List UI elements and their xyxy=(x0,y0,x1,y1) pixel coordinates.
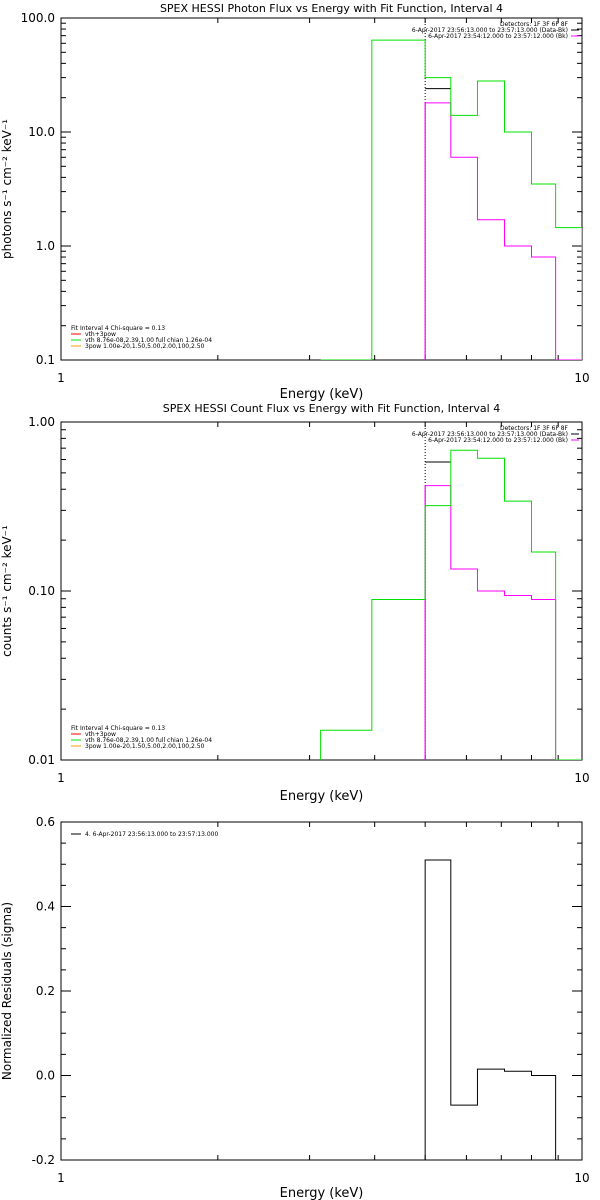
y-tick-label: 0.0 xyxy=(36,1069,55,1083)
x-tick-label: 1 xyxy=(57,1171,65,1185)
legend-text: vth+3pow xyxy=(85,731,116,738)
series-line xyxy=(320,449,582,760)
y-tick-label: 10.0 xyxy=(28,125,55,139)
info-text: 6-Apr-2017 23:56:13.000 to 23:57:13.000 … xyxy=(412,431,568,438)
y-tick-label: -0.2 xyxy=(32,1153,55,1167)
x-axis-label: Energy (keV) xyxy=(280,387,364,402)
y-tick-label: 0.4 xyxy=(36,900,55,914)
x-axis-label: Energy (keV) xyxy=(280,1186,364,1200)
y-tick-label: 0.10 xyxy=(28,584,55,598)
plot-area xyxy=(320,422,582,760)
legend-text: Fit Interval 4 Chi-square = 0.13 xyxy=(71,325,165,332)
legend-text: Fit Interval 4 Chi-square = 0.13 xyxy=(71,725,165,732)
y-tick-label: 100.0 xyxy=(21,11,55,25)
y-axis-label: Normalized Residuals (sigma) xyxy=(0,902,14,1080)
y-tick-label: 0.1 xyxy=(36,353,55,367)
series-2 xyxy=(320,449,582,760)
panel-1: 1 10 0.1 1.0 10.0 100.0 SPEX HESSI Photon Flux… xyxy=(0,2,590,402)
info-text: 6-Apr-2017 23:54:12.000 to 23:57:12.000 … xyxy=(428,437,568,444)
series-1 xyxy=(424,485,582,760)
panel-2: 1 10 0.01 0.10 1.00 SPEX HESSI Count Flux vs … xyxy=(0,402,590,804)
legend-text: 3pow 1.00e-20,1.50,5.00,2.00,100,2.50 xyxy=(85,343,205,350)
y-tick-label: 0.6 xyxy=(36,815,55,829)
info-text: Detectors: 1F 3F 6F 8F xyxy=(500,21,569,28)
info-text: Detectors: 1F 3F 6F 8F xyxy=(500,425,569,432)
x-tick-label: 1 xyxy=(57,771,65,785)
info-text: 6-Apr-2017 23:54:12.000 to 23:57:12.000 … xyxy=(428,33,568,40)
series-line xyxy=(424,102,582,360)
y-tick-label: 1.0 xyxy=(36,239,55,253)
chart-title: SPEX HESSI Photon Flux vs Energy with Fi… xyxy=(160,2,503,15)
legend-text: vth 8.76e-08,2.39,1.00 full chian 1.26e-… xyxy=(85,737,212,744)
legend-text: vth+3pow xyxy=(85,331,116,338)
plot-frame xyxy=(60,17,583,361)
x-tick-label: 10 xyxy=(574,771,589,785)
y-tick-label: 0.01 xyxy=(28,753,55,767)
y-tick-label: 0.2 xyxy=(36,984,55,998)
y-tick-label: 1.00 xyxy=(28,415,55,429)
plot-area xyxy=(424,859,582,1160)
x-axis-label: Energy (keV) xyxy=(280,789,364,804)
series-0 xyxy=(424,859,582,1160)
series-line xyxy=(320,39,582,360)
series-1 xyxy=(424,102,582,360)
x-tick-label: 10 xyxy=(574,1171,589,1185)
chart-title: SPEX HESSI Count Flux vs Energy with Fit… xyxy=(163,402,500,415)
y-axis-label: counts s⁻¹ cm⁻² keV⁻¹ xyxy=(0,525,14,657)
info-text: 6-Apr-2017 23:56:13.000 to 23:57:13.000 … xyxy=(412,27,568,34)
y-axis-label: photons s⁻¹ cm⁻² keV⁻¹ xyxy=(0,119,14,259)
panel-3: 1 10 -0.2 0.0 0.2 0.4 0.6 Energy (keV) Normalize… xyxy=(0,815,590,1200)
plot-frame xyxy=(60,821,583,1161)
series-line xyxy=(424,485,582,760)
legend-text: 3pow 1.00e-20,1.50,5.00,2.00,100,2.50 xyxy=(85,743,205,750)
x-tick-label: 1 xyxy=(57,371,65,385)
legend-text: 4. 6-Apr-2017 23:56:13.000 to 23:57:13.0… xyxy=(85,831,218,838)
series-line xyxy=(424,859,582,1160)
x-tick-label: 10 xyxy=(574,371,589,385)
legend-text: vth 8.76e-08,2.39,1.00 full chian 1.26e-… xyxy=(85,337,212,344)
plot-area xyxy=(320,18,582,360)
series-2 xyxy=(320,39,582,360)
